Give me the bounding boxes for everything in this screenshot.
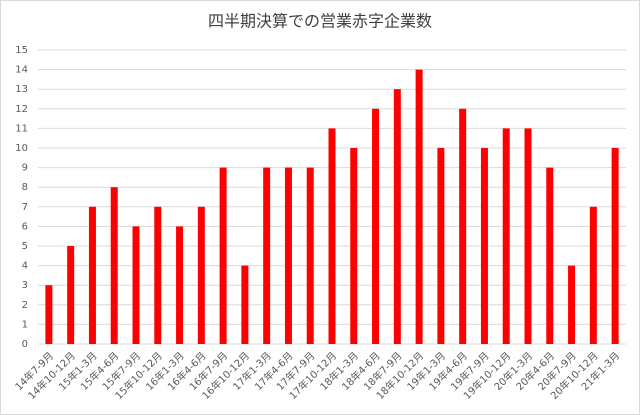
bar [197,206,205,344]
y-tick-label: 6 [22,221,28,232]
bar [415,69,423,344]
bar [589,206,597,344]
y-tick-label: 15 [15,45,28,56]
y-tick-label: 14 [15,65,28,76]
bar [67,246,75,344]
bar [546,167,554,344]
bar [306,167,314,344]
bar [568,265,576,344]
bar [154,206,162,344]
y-tick-label: 3 [22,280,28,291]
y-tick-label: 0 [22,339,28,350]
y-tick-label: 13 [15,84,28,95]
y-tick-label: 7 [22,202,28,213]
y-tick-label: 11 [15,123,28,134]
y-tick-label: 4 [22,261,28,272]
bar [45,285,53,344]
bar [502,128,510,344]
bar [459,108,467,344]
bar [350,148,358,344]
bar [110,187,118,344]
bar [393,89,401,344]
bar [176,226,184,344]
bar [284,167,292,344]
y-tick-label: 5 [22,241,28,252]
bar [328,128,336,344]
y-tick-label: 2 [22,300,28,311]
bar [437,148,445,344]
y-tick-label: 9 [22,163,28,174]
bar [611,148,619,344]
y-tick-label: 1 [22,319,28,330]
y-tick-label: 10 [15,143,28,154]
chart-title: 四半期決算での営業赤字企業数 [208,12,432,31]
y-tick-label: 12 [15,104,28,115]
bar [241,265,249,344]
bar [132,226,140,344]
bar [219,167,227,344]
bar [88,206,96,344]
y-tick-label: 8 [22,182,28,193]
bar [480,148,488,344]
bar [263,167,271,344]
bar [524,128,532,344]
bar [372,108,380,344]
